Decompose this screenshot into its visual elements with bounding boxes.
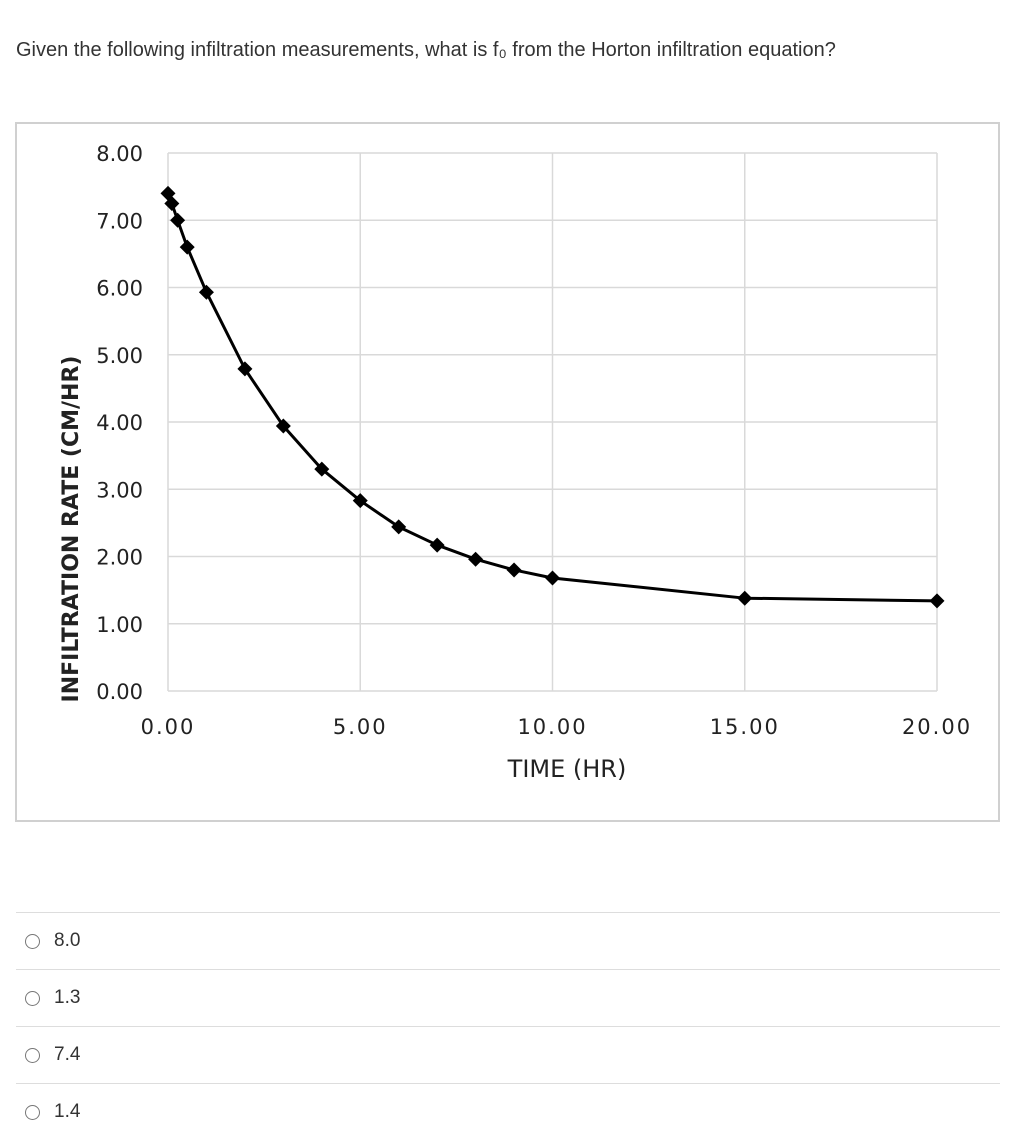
y-tick-label: 3.00	[96, 478, 143, 502]
answer-option[interactable]: 7.4	[16, 1026, 1000, 1083]
y-tick-label: 4.00	[96, 411, 143, 435]
data-point	[929, 593, 945, 609]
radio-button[interactable]	[25, 990, 40, 1006]
data-point	[275, 418, 291, 434]
answer-option[interactable]: 1.3	[16, 969, 1000, 1026]
data-point	[391, 519, 407, 535]
x-axis-title: TIME (HR)	[507, 755, 627, 783]
y-tick-label: 7.00	[96, 209, 143, 233]
radio-button[interactable]	[25, 1104, 40, 1120]
y-tick-label: 1.00	[96, 613, 143, 637]
option-label: 1.3	[54, 987, 81, 1008]
data-point	[314, 461, 330, 477]
x-tick-label: 20.00	[902, 715, 972, 739]
y-axis-title: INFILTRATION RATE (CM/HR)	[59, 356, 84, 703]
data-point	[198, 284, 214, 300]
x-tick-label: 15.00	[710, 715, 780, 739]
y-tick-label: 8.00	[96, 142, 143, 166]
data-point	[545, 570, 560, 586]
data-point	[737, 590, 753, 606]
data-point	[352, 493, 368, 509]
x-tick-label: 5.00	[333, 715, 388, 739]
question-text: Given the following infiltration measure…	[16, 39, 836, 61]
x-tick-label: 0.00	[141, 715, 196, 739]
option-label: 8.0	[54, 930, 81, 951]
data-point	[179, 239, 195, 255]
chart-frame	[15, 122, 1000, 822]
y-tick-label: 6.00	[96, 277, 143, 301]
answer-options: 8.0 1.3 7.4 1.4	[16, 912, 1000, 1140]
y-tick-label: 2.00	[96, 546, 143, 570]
radio-button[interactable]	[25, 1047, 40, 1063]
data-point	[429, 537, 445, 553]
data-point	[170, 212, 186, 228]
option-label: 1.4	[54, 1101, 81, 1122]
data-point	[164, 195, 180, 211]
data-point	[237, 361, 253, 377]
chart: TIME (HR) INFILTRATION RATE (CM/HR) 0.00…	[15, 122, 1000, 822]
data-point	[506, 562, 522, 578]
y-tick-label: 0.00	[96, 680, 143, 704]
y-tick-label: 5.00	[96, 344, 143, 368]
data-point	[468, 551, 484, 567]
data-line	[166, 192, 938, 603]
radio-button[interactable]	[25, 933, 40, 949]
data-point	[160, 185, 176, 201]
answer-option[interactable]: 1.4	[16, 1083, 1000, 1140]
answer-option[interactable]: 8.0	[16, 912, 1000, 969]
x-tick-label: 10.00	[517, 715, 587, 739]
option-label: 7.4	[54, 1044, 81, 1065]
